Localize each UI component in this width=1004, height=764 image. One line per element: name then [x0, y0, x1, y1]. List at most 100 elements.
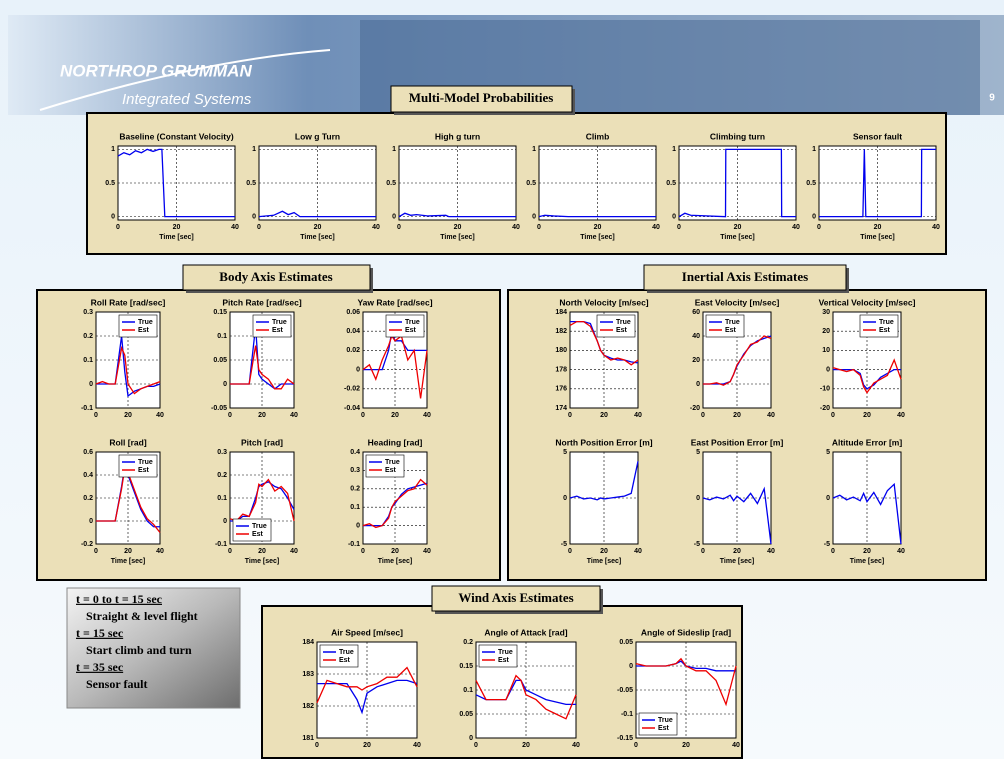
legend-label: True [339, 649, 354, 656]
chart-title: Baseline (Constant Velocity) [119, 131, 233, 141]
section-title: Inertial Axis Estimates [682, 269, 808, 284]
x-tick-label: 20 [522, 742, 530, 749]
division: Integrated Systems [122, 91, 252, 108]
x-tick-label: 20 [258, 548, 266, 555]
y-tick-label: 0 [356, 366, 360, 373]
legend-box [252, 314, 292, 338]
data-line [832, 482, 902, 545]
x-tick-label: 0 [361, 412, 365, 419]
legend-label: True [498, 649, 513, 656]
y-tick-label: -0.1 [81, 405, 93, 412]
y-tick-label: 0.3 [350, 467, 360, 474]
section-title: Body Axis Estimates [219, 269, 332, 284]
x-tick-label: 0 [568, 548, 572, 555]
y-tick-label: -20 [820, 405, 830, 412]
y-tick-label: 1 [111, 146, 115, 153]
x-tick-label: 40 [156, 412, 164, 419]
y-tick-label: -0.05 [211, 405, 227, 412]
y-tick-label: 0.3 [217, 449, 227, 456]
x-tick-label: 40 [932, 224, 940, 231]
x-axis-label: Time [sec] [245, 558, 280, 565]
data-line [538, 214, 656, 218]
x-axis-label: Time [sec] [159, 234, 194, 241]
y-tick-label: 0 [672, 213, 676, 220]
legend-box [365, 454, 405, 478]
x-tick-label: 20 [258, 412, 266, 419]
data-line [229, 478, 295, 522]
x-tick-label: 20 [863, 548, 871, 555]
y-tick-label: 0.1 [350, 504, 360, 511]
x-axis-label: Time [sec] [850, 558, 885, 565]
x-tick-label: 40 [767, 412, 775, 419]
legend-label: True [879, 319, 894, 326]
data-line [635, 657, 737, 707]
x-tick-label: 0 [257, 224, 261, 231]
x-tick-label: 20 [314, 224, 322, 231]
chart-title: Air Speed [m/sec] [331, 627, 403, 637]
y-tick-label: 20 [822, 328, 830, 335]
y-tick-label: 0 [223, 381, 227, 388]
y-tick-label: 174 [555, 405, 567, 412]
x-tick-label: 20 [363, 742, 371, 749]
y-tick-label: 60 [692, 309, 700, 316]
y-tick-label: 0.02 [346, 347, 360, 354]
y-tick-label: -5 [561, 541, 567, 548]
chart-title: Low g Turn [295, 131, 340, 141]
y-tick-label: 184 [555, 309, 567, 316]
chart-title: North Position Error [m] [555, 437, 652, 447]
legend-label: Est [658, 725, 670, 732]
x-axis-label: Time [sec] [720, 234, 755, 241]
legend-box [118, 454, 158, 478]
x-tick-label: 20 [124, 412, 132, 419]
x-tick-label: 0 [397, 224, 401, 231]
y-tick-label: 0.6 [83, 449, 93, 456]
data-line [569, 320, 639, 366]
legend-label: True [658, 717, 673, 724]
legend-label: True [252, 523, 267, 530]
y-tick-label: 0 [629, 663, 633, 670]
x-tick-label: 40 [634, 412, 642, 419]
legend-label: True [725, 319, 740, 326]
y-tick-label: -0.2 [81, 541, 93, 548]
y-tick-label: 0.05 [213, 357, 227, 364]
x-axis-label: Time [sec] [720, 558, 755, 565]
x-tick-label: 40 [652, 224, 660, 231]
section-box [431, 585, 601, 612]
x-tick-label: 40 [290, 548, 298, 555]
y-tick-label: 182 [555, 328, 567, 335]
data-line [95, 345, 161, 395]
x-axis-label: Time [sec] [580, 234, 615, 241]
y-tick-label: 0 [252, 213, 256, 220]
y-tick-label: 30 [822, 309, 830, 316]
legend-label: Est [339, 657, 351, 664]
x-tick-label: 40 [156, 548, 164, 555]
y-tick-label: 1 [672, 146, 676, 153]
x-tick-label: 40 [231, 224, 239, 231]
legend-box [232, 518, 272, 542]
y-tick-label: 0.05 [619, 639, 633, 646]
y-tick-label: -0.1 [215, 541, 227, 548]
x-tick-label: 0 [315, 742, 319, 749]
x-tick-label: 40 [792, 224, 800, 231]
x-tick-label: 20 [600, 548, 608, 555]
y-tick-label: 0.06 [346, 309, 360, 316]
y-tick-label: 181 [302, 735, 314, 742]
y-tick-label: 40 [692, 333, 700, 340]
y-tick-label: 5 [826, 449, 830, 456]
x-tick-label: 0 [701, 548, 705, 555]
x-tick-label: 20 [391, 412, 399, 419]
y-tick-label: 0.3 [83, 309, 93, 316]
y-tick-label: 178 [555, 366, 567, 373]
chart-title: Heading [rad] [368, 437, 423, 447]
y-tick-label: 0.5 [246, 180, 256, 187]
legend-label: Est [272, 327, 284, 334]
x-tick-label: 0 [537, 224, 541, 231]
note-text: Start climb and turn [86, 643, 192, 657]
y-tick-label: 0.4 [83, 472, 93, 479]
y-tick-label: -5 [824, 541, 830, 548]
legend-box [478, 644, 518, 668]
y-tick-label: 0.04 [346, 328, 360, 335]
x-tick-label: 20 [733, 548, 741, 555]
chart-title: Climb [586, 131, 610, 141]
